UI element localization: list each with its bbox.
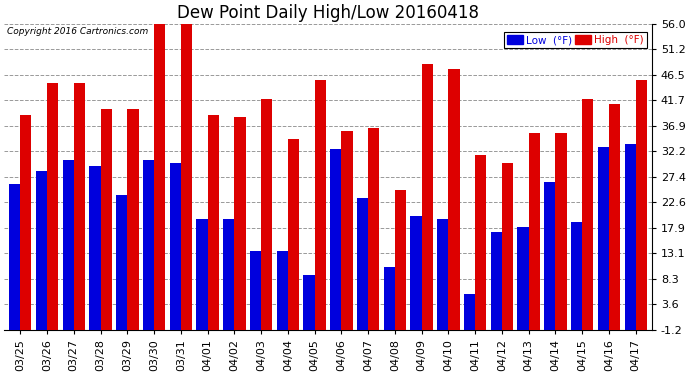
Bar (277, 251, 288, 330)
Title: Dew Point Daily High/Low 20160418: Dew Point Daily High/Low 20160418 (177, 4, 479, 22)
Bar (422, 64, 433, 330)
Bar (330, 150, 342, 330)
Bar (635, 80, 647, 330)
Bar (20, 115, 32, 330)
Bar (502, 163, 513, 330)
Bar (89, 165, 101, 330)
Bar (181, 24, 192, 330)
Bar (63, 160, 74, 330)
Bar (518, 227, 529, 330)
Bar (261, 99, 273, 330)
Bar (116, 195, 127, 330)
Bar (624, 144, 635, 330)
Bar (250, 251, 261, 330)
Bar (9, 184, 20, 330)
Bar (208, 115, 219, 330)
Bar (36, 171, 47, 330)
Bar (411, 216, 422, 330)
Bar (197, 219, 208, 330)
Bar (395, 190, 406, 330)
Bar (368, 128, 380, 330)
Bar (170, 163, 181, 330)
Bar (437, 219, 448, 330)
Bar (544, 182, 555, 330)
Bar (491, 232, 502, 330)
Bar (315, 80, 326, 330)
Bar (223, 219, 235, 330)
Bar (582, 99, 593, 330)
Bar (571, 222, 582, 330)
Bar (304, 275, 315, 330)
Legend: Low  (°F), High  (°F): Low (°F), High (°F) (504, 32, 647, 48)
Bar (235, 117, 246, 330)
Bar (448, 69, 460, 330)
Bar (127, 110, 139, 330)
Bar (288, 139, 299, 330)
Bar (47, 82, 58, 330)
Bar (598, 147, 609, 330)
Bar (154, 24, 166, 330)
Bar (609, 104, 620, 330)
Bar (529, 134, 540, 330)
Bar (357, 198, 368, 330)
Bar (74, 82, 85, 330)
Bar (555, 134, 566, 330)
Bar (342, 131, 353, 330)
Bar (475, 155, 486, 330)
Bar (384, 267, 395, 330)
Bar (464, 294, 475, 330)
Bar (101, 110, 112, 330)
Text: Copyright 2016 Cartronics.com: Copyright 2016 Cartronics.com (8, 27, 148, 36)
Bar (143, 160, 154, 330)
